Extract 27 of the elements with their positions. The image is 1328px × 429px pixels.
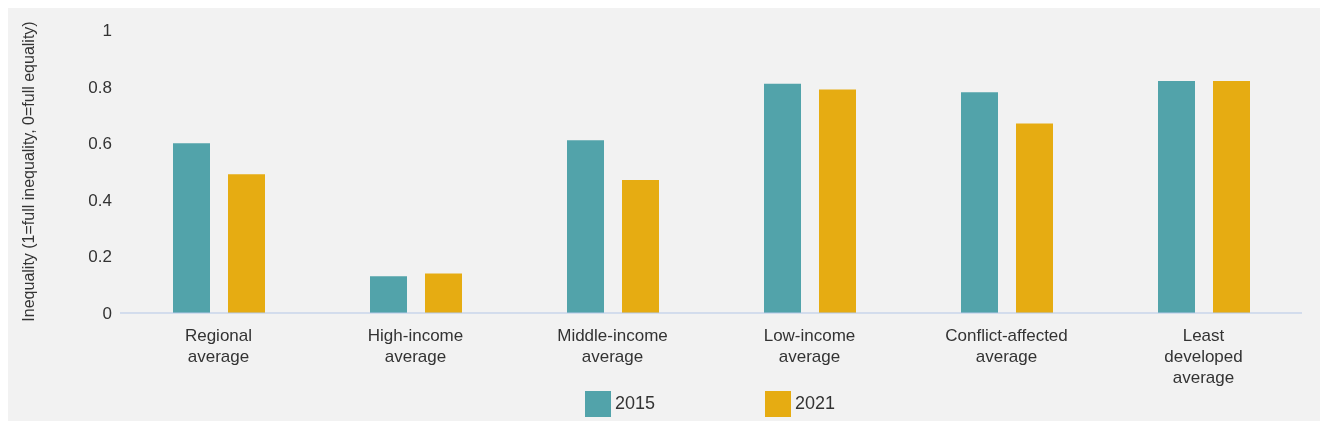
- y-tick-label: 0.8: [88, 77, 112, 97]
- y-axis-title: Inequality (1=full inequality, 0=full equality): [19, 21, 37, 322]
- bar: [819, 89, 856, 313]
- bar: [228, 174, 265, 313]
- x-tick-label: High-income average: [367, 326, 464, 366]
- bar: [1213, 80, 1250, 313]
- bar: [567, 140, 604, 313]
- bar: [961, 92, 998, 313]
- y-tick-label: 0: [102, 304, 112, 324]
- x-tick-label: Regional average: [184, 326, 253, 366]
- bar: [173, 143, 210, 313]
- x-tick-label: Conflict-affected average: [945, 326, 1068, 366]
- legend-label: 2015: [614, 392, 655, 413]
- y-tick-label: 1: [102, 21, 112, 41]
- bar: [622, 179, 659, 313]
- bar: [370, 276, 407, 313]
- y-tick-label: 0.4: [88, 190, 112, 210]
- x-tick-label: Low-income average: [763, 326, 856, 366]
- x-tick-label: Least developed average: [1164, 326, 1243, 387]
- bar: [1016, 123, 1053, 313]
- x-tick-label: Middle-income average: [557, 326, 668, 366]
- legend-label: 2021: [795, 392, 836, 413]
- bar: [1158, 80, 1195, 313]
- y-tick-label: 0.2: [88, 247, 112, 267]
- bar: [425, 273, 462, 313]
- y-tick-label: 0.6: [88, 134, 112, 154]
- bar: [764, 83, 801, 313]
